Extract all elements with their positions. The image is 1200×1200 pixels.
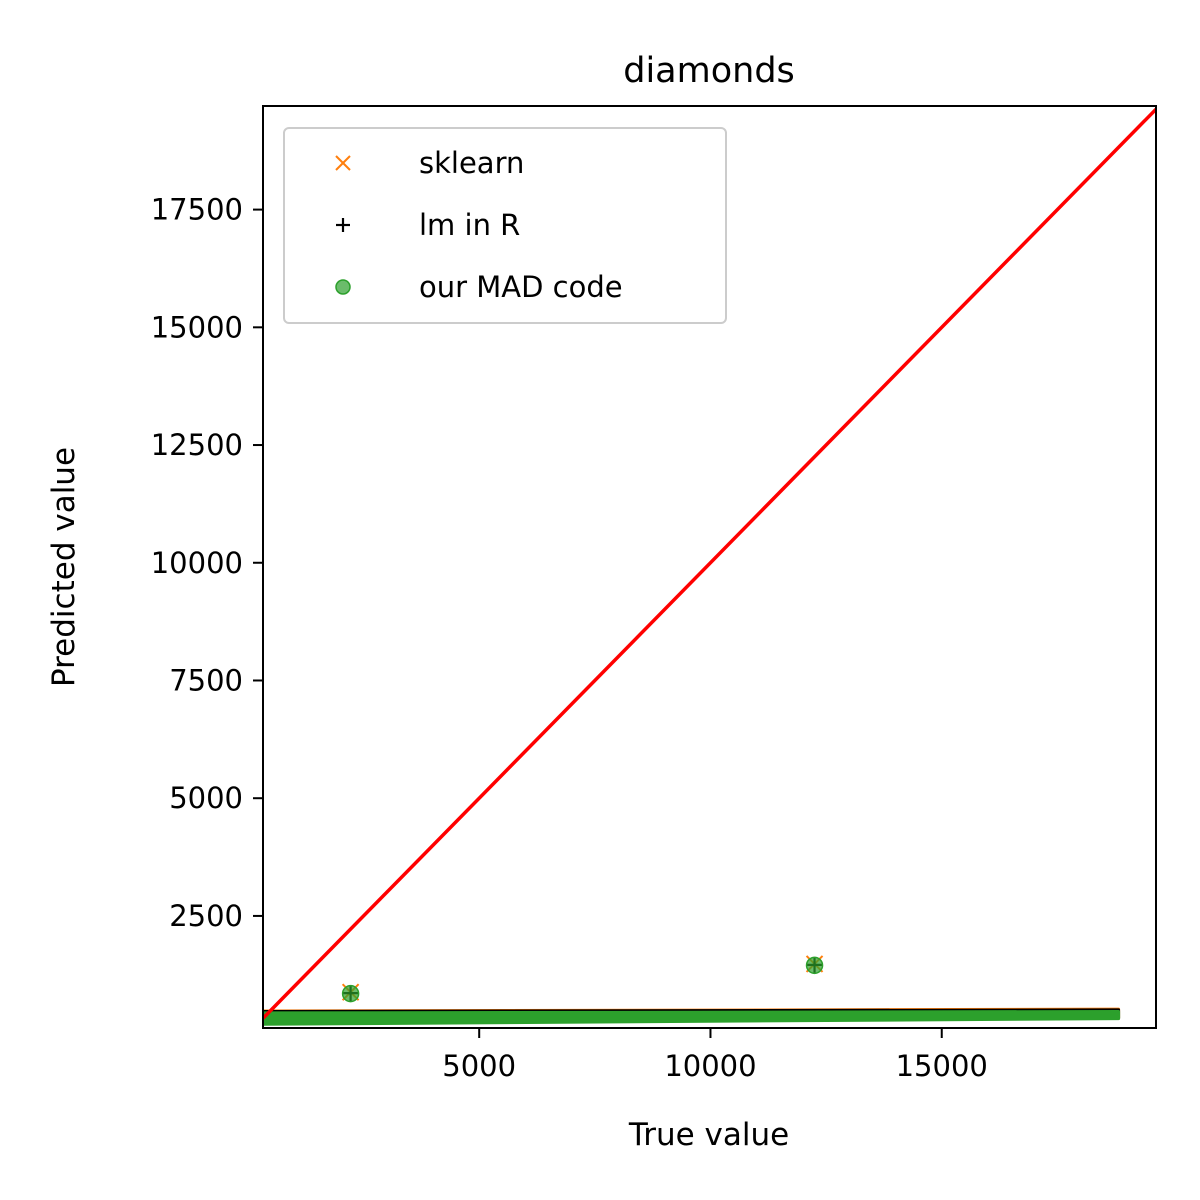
y-tick-label: 2500 [169,899,243,933]
y-tick-label: 12500 [151,428,243,462]
series-2 [263,956,1121,1026]
legend-marker-2 [335,279,351,295]
y-tick-label: 15000 [151,310,243,344]
x-tick-label: 15000 [896,1049,988,1083]
legend-label-2: our MAD code [419,270,623,304]
series-2-point-cloud [263,1010,1121,1026]
series-2-point [341,984,360,1003]
y-axis: 2500 5000 7500 10000 12500 15000 17500 [151,193,263,933]
y-tick-label: 5000 [169,781,243,815]
legend-label-0: sklearn [419,146,524,180]
legend-label-1: lm in R [419,208,520,242]
legend-marker-0 [335,155,351,171]
x-tick-label: 10000 [664,1049,756,1083]
x-tick-label: 5000 [442,1049,516,1083]
legend-box [283,127,727,324]
series-2-point [805,956,824,975]
y-tick-label: 17500 [151,193,243,227]
y-axis-label: Predicted value [46,447,82,687]
y-tick-label: 10000 [151,546,243,580]
legend-marker-1 [336,218,350,232]
x-axis-label: True value [628,1117,789,1153]
plot-area [263,107,1156,1026]
legend: sklearn lm in R our MAD code [283,127,727,324]
identity-line [263,107,1156,1020]
y-tick-label: 7500 [169,663,243,697]
x-axis: 5000 10000 15000 [442,1028,988,1083]
chart-title: diamonds [623,51,795,91]
legend-marker-0-stroke [335,155,351,171]
